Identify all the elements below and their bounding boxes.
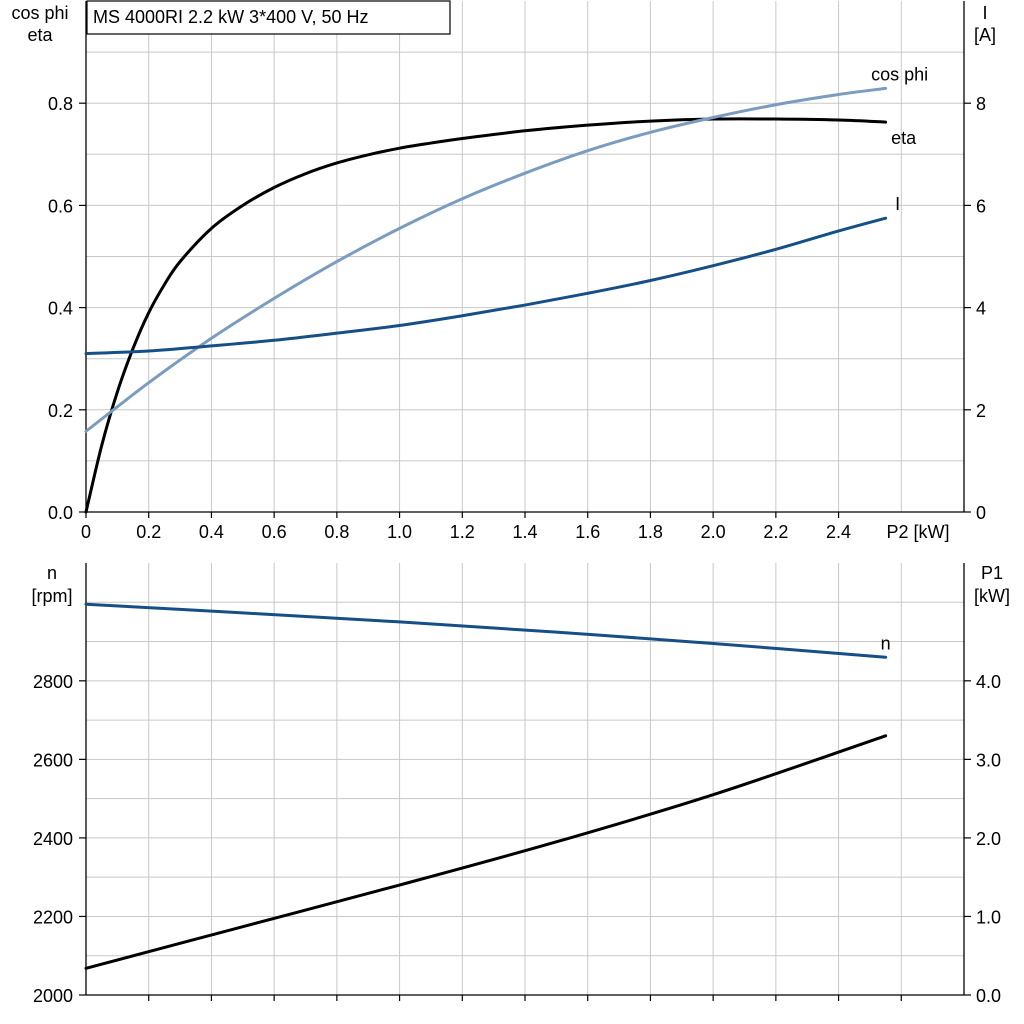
right-tick-label: 4.0 (976, 672, 1001, 692)
left-tick-label: 0.8 (48, 94, 73, 114)
series-label-i: I (895, 194, 900, 214)
right-axis-title-line2: [kW] (974, 586, 1010, 606)
x-tick-label: 0 (81, 522, 91, 542)
title-box: MS 4000RI 2.2 kW 3*400 V, 50 Hz (86, 0, 451, 35)
right-axis-title-line1: P1 (981, 563, 1003, 583)
x-tick-label: 0.8 (324, 522, 349, 542)
series-label-eta: eta (891, 128, 917, 148)
series-label-cos-phi: cos phi (871, 64, 928, 84)
series-line-cos-phi (84, 86, 888, 433)
bottom-ticks: 2000 2200 2400 2600 2800 0.0 1.0 2.0 3.0 4.0 (33, 672, 1001, 1006)
right-tick-label: 4 (976, 299, 986, 319)
right-tick-label: 2.0 (976, 829, 1001, 849)
top-series (84, 86, 888, 514)
top-ticks: 0.0 0.2 0.4 0.6 0.8 0 2 4 6 8 0 0.2 0.4 0.6 0.8 1.0 1.2 1… (48, 94, 986, 542)
left-axis-title-line2: [rpm] (31, 586, 72, 606)
left-tick-label: 2600 (33, 750, 73, 770)
right-tick-label: 8 (976, 94, 986, 114)
x-tick-label: 2.0 (701, 522, 726, 542)
right-tick-label: 1.0 (976, 907, 1001, 927)
x-axis-label: P2 [kW] (886, 522, 949, 542)
left-tick-label: 2000 (33, 986, 73, 1006)
left-tick-label: 0.6 (48, 196, 73, 216)
speed-input-power-panel: 2000 2200 2400 2600 2800 0.0 1.0 2.0 3.0 4.0 n [rp… (31, 563, 1010, 1006)
x-tick-label: 1.2 (450, 522, 475, 542)
x-tick-label: 0.2 (136, 522, 161, 542)
right-tick-label: 6 (976, 196, 986, 216)
right-tick-label: 2 (976, 401, 986, 421)
right-tick-label: 0.0 (976, 986, 1001, 1006)
x-tick-label: 2.2 (763, 522, 788, 542)
efficiency-current-panel: 0.0 0.2 0.4 0.6 0.8 0 2 4 6 8 0 0.2 0.4 0.6 0.8 1.0 1.2 1… (11, 1, 996, 542)
left-tick-label: 0.0 (48, 503, 73, 523)
x-tick-label: 2.4 (826, 522, 851, 542)
right-tick-label: 3.0 (976, 750, 1001, 770)
right-axis-title-line2: [A] (974, 25, 996, 45)
right-tick-label: 0 (976, 503, 986, 523)
left-axis-title-line1: cos phi (11, 3, 68, 23)
left-axis-title-line1: n (47, 563, 57, 583)
left-tick-label: 2400 (33, 829, 73, 849)
bottom-series (84, 602, 888, 970)
x-tick-label: 1.8 (638, 522, 663, 542)
series-line-series-2 (84, 734, 888, 970)
left-tick-label: 0.2 (48, 401, 73, 421)
left-tick-label: 0.4 (48, 299, 73, 319)
series-line-n (84, 602, 888, 659)
left-axis-title-line2: eta (27, 25, 53, 45)
x-tick-label: 0.6 (262, 522, 287, 542)
top-grid (86, 1, 964, 512)
series-line-i (84, 216, 888, 356)
bottom-grid (86, 563, 964, 995)
series-label-n: n (881, 633, 891, 653)
x-tick-label: 1.4 (512, 522, 537, 542)
x-tick-label: 0.4 (199, 522, 224, 542)
x-tick-label: 1.6 (575, 522, 600, 542)
left-tick-label: 2200 (33, 907, 73, 927)
right-axis-title-line1: I (982, 3, 987, 23)
chart-title: MS 4000RI 2.2 kW 3*400 V, 50 Hz (93, 7, 368, 27)
left-tick-label: 2800 (33, 672, 73, 692)
x-tick-label: 1.0 (387, 522, 412, 542)
series-line-eta (84, 117, 888, 514)
bottom-labels: n [rpm] P1 [kW] n (31, 563, 1010, 653)
